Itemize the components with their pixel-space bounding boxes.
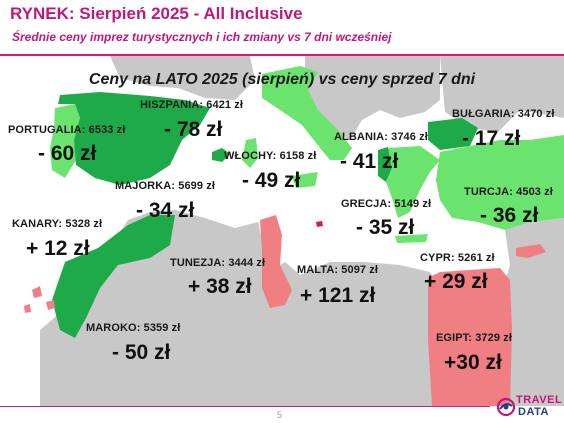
change-egipt: +30 zł bbox=[444, 351, 502, 374]
country-majorka bbox=[212, 148, 230, 162]
land-france bbox=[110, 56, 255, 100]
country-malta bbox=[316, 221, 323, 227]
country-albania bbox=[378, 147, 392, 182]
change-portugalia: - 60 zł bbox=[38, 142, 97, 165]
mediterranean-map bbox=[0, 56, 564, 406]
country-tunezja bbox=[260, 215, 292, 308]
change-turcja: - 36 zł bbox=[480, 204, 539, 227]
label-turcja: TURCJA: 4503 zł bbox=[464, 186, 553, 198]
header-divider bbox=[0, 54, 564, 56]
land-north-east bbox=[440, 56, 564, 132]
label-maroko: MAROKO: 5359 zł bbox=[86, 322, 181, 334]
change-majorka: - 34 zł bbox=[136, 199, 195, 222]
label-wlochy: WŁOCHY: 6158 zł bbox=[224, 150, 317, 162]
country-wlochy bbox=[262, 66, 352, 160]
page-subtitle: Średnie ceny imprez turystycznych i ich … bbox=[12, 30, 392, 44]
change-malta: + 121 zł bbox=[300, 284, 376, 307]
country-kanary bbox=[24, 286, 55, 313]
label-majorka: MAJORKA: 5699 zł bbox=[115, 180, 216, 192]
change-tunezja: + 38 zł bbox=[188, 275, 252, 298]
travel-data-logo: TRAVEL DATA bbox=[496, 393, 562, 421]
country-hiszpania bbox=[58, 92, 210, 185]
change-albania: - 41 zł bbox=[340, 150, 399, 173]
change-grecja: - 35 zł bbox=[356, 216, 415, 239]
logo-text-data: DATA bbox=[518, 406, 549, 418]
country-grecja bbox=[386, 146, 440, 218]
logo-text-travel: TRAVEL bbox=[516, 394, 563, 406]
country-bulgaria bbox=[428, 118, 478, 150]
label-bulgaria: BUŁGARIA: 3470 zł bbox=[452, 108, 555, 120]
island-sicily bbox=[292, 172, 318, 188]
label-cypr: CYPR: 5261 zł bbox=[420, 252, 495, 264]
island-sardinia bbox=[242, 138, 258, 168]
change-hiszpania: - 78 zł bbox=[164, 118, 223, 141]
country-portugalia bbox=[50, 104, 80, 178]
label-tunezja: TUNEZJA: 3444 zł bbox=[170, 257, 266, 269]
country-turcja bbox=[436, 135, 564, 230]
travel-data-logo-icon bbox=[496, 397, 516, 417]
label-grecja: GRECJA: 5149 zł bbox=[341, 198, 432, 210]
land-balkans bbox=[305, 56, 440, 140]
island-crete bbox=[395, 234, 428, 243]
change-kanary: + 12 zł bbox=[26, 237, 90, 260]
country-cypr bbox=[516, 244, 546, 258]
page-title: RYNEK: Sierpień 2025 - All Inclusive bbox=[10, 4, 303, 23]
change-maroko: - 50 zł bbox=[112, 341, 171, 364]
country-maroko bbox=[52, 215, 175, 338]
country-egipt bbox=[428, 268, 512, 406]
label-portugalia: PORTUGALIA: 6533 zł bbox=[8, 124, 126, 136]
page-number: 5 bbox=[277, 410, 283, 420]
label-kanary: KANARY: 5328 zł bbox=[12, 218, 103, 230]
map-title: Ceny na LATO 2025 (sierpień) vs ceny spr… bbox=[88, 71, 476, 88]
change-wlochy: - 49 zł bbox=[242, 169, 301, 192]
label-hiszpania: HISZPANIA: 6421 zł bbox=[140, 99, 244, 111]
label-egipt: EGIPT: 3729 zł bbox=[436, 332, 512, 344]
label-albania: ALBANIA: 3746 zł bbox=[334, 131, 428, 143]
change-bulgaria: - 17 zł bbox=[462, 127, 521, 150]
footer-divider bbox=[0, 406, 490, 407]
label-malta: MALTA: 5097 zł bbox=[297, 264, 379, 276]
change-cypr: + 29 zł bbox=[424, 270, 488, 293]
land-middle-east bbox=[500, 218, 564, 406]
